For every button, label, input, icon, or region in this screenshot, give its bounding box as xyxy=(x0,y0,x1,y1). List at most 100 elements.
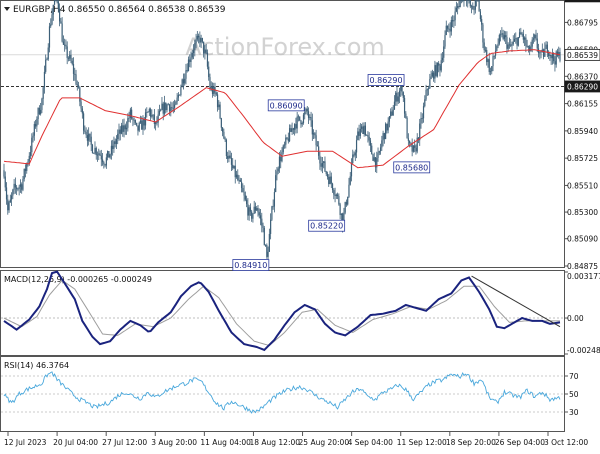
candle-body xyxy=(370,141,371,146)
candle-body xyxy=(409,141,410,143)
time-axis-tick-label: 18 Sep 20:00 xyxy=(446,438,496,447)
candle-body xyxy=(504,35,505,39)
candle-body xyxy=(8,202,9,210)
candle-body xyxy=(197,36,198,40)
candle-body xyxy=(331,177,332,184)
candle-body xyxy=(423,106,424,118)
candle-body xyxy=(396,93,397,102)
candle-body xyxy=(237,175,238,180)
candle-body xyxy=(528,46,529,47)
candle-body xyxy=(394,102,395,110)
candle-body xyxy=(553,54,554,62)
candle-body xyxy=(261,219,262,226)
price-axis-tick-label: 0.85090 xyxy=(567,235,598,244)
candle-body xyxy=(115,141,116,144)
candle-body xyxy=(369,137,370,141)
candle-body xyxy=(164,103,165,114)
candle-body xyxy=(386,124,387,131)
candle-body xyxy=(497,44,498,46)
candle-body xyxy=(307,109,308,111)
candle-body xyxy=(506,37,507,49)
candle-body xyxy=(198,36,199,38)
candle-body xyxy=(289,128,290,141)
watermark: ActionForex.com xyxy=(185,33,385,61)
candle-body xyxy=(317,145,318,146)
candle-body xyxy=(153,115,154,116)
candle-body xyxy=(341,213,342,214)
candle-body xyxy=(308,111,309,118)
candle-body xyxy=(510,44,511,45)
candle-body xyxy=(316,135,317,145)
candle-body xyxy=(43,87,44,98)
candle-body xyxy=(104,164,105,165)
candle-body xyxy=(230,156,231,158)
candle-body xyxy=(285,138,286,145)
candle-body xyxy=(132,119,133,120)
candle-body xyxy=(142,119,143,129)
candle-body xyxy=(209,77,210,89)
candle-body xyxy=(79,87,80,101)
candle-body xyxy=(49,26,50,47)
candle-body xyxy=(127,118,128,128)
candle-body xyxy=(108,151,109,158)
candle-body xyxy=(226,140,227,156)
candle-body xyxy=(527,46,528,47)
candle-body xyxy=(357,131,358,140)
candle-body xyxy=(245,196,246,200)
candle-body xyxy=(521,34,522,35)
candle-body xyxy=(106,157,107,165)
candle-body xyxy=(227,156,228,159)
candle-body xyxy=(134,120,135,121)
candle-body xyxy=(25,169,26,171)
candle-body xyxy=(471,6,472,7)
candle-body xyxy=(82,109,83,114)
candle-body xyxy=(56,0,57,1)
candle-body xyxy=(206,50,207,53)
time-axis-tick-label: 3 Oct 12:00 xyxy=(544,438,588,447)
candle-body xyxy=(537,39,538,49)
candle-body xyxy=(351,163,352,176)
time-axis-tick-label: 11 Sep 12:00 xyxy=(397,438,447,447)
candle-body xyxy=(265,245,266,246)
candle-body xyxy=(44,72,45,88)
candle-body xyxy=(500,34,501,35)
candle-body xyxy=(139,123,140,131)
candle-body xyxy=(549,55,550,56)
candle-body xyxy=(88,134,89,141)
candle-body xyxy=(451,20,452,31)
candle-body xyxy=(466,0,467,1)
candle-body xyxy=(297,117,298,129)
candle-body xyxy=(292,128,293,132)
candle-body xyxy=(195,40,196,44)
candle-body xyxy=(262,225,263,227)
candle-body xyxy=(231,158,232,165)
candle-body xyxy=(22,179,23,190)
candle-body xyxy=(453,20,454,21)
candle-body xyxy=(169,104,170,111)
candle-body xyxy=(447,26,448,29)
candle-body xyxy=(21,184,22,189)
candle-body xyxy=(372,154,373,160)
candle-body xyxy=(446,26,447,35)
candle-body xyxy=(126,128,127,129)
candle-body xyxy=(455,12,456,21)
candle-body xyxy=(87,135,88,141)
candle-body xyxy=(83,113,84,130)
candle-body xyxy=(356,140,357,152)
candle-body xyxy=(92,145,93,153)
candle-body xyxy=(257,208,258,212)
macd-axis-tick-label: -0.002482 xyxy=(567,346,600,355)
candle-body xyxy=(520,32,521,34)
candle-body xyxy=(353,154,354,155)
candle-body xyxy=(530,47,531,51)
candle-body xyxy=(110,154,111,157)
candle-body xyxy=(352,154,353,163)
candle-body xyxy=(35,124,36,126)
candle-body xyxy=(437,63,438,76)
candle-body xyxy=(178,95,179,98)
candle-body xyxy=(183,79,184,83)
candle-body xyxy=(544,49,545,57)
candle-body xyxy=(300,120,301,124)
